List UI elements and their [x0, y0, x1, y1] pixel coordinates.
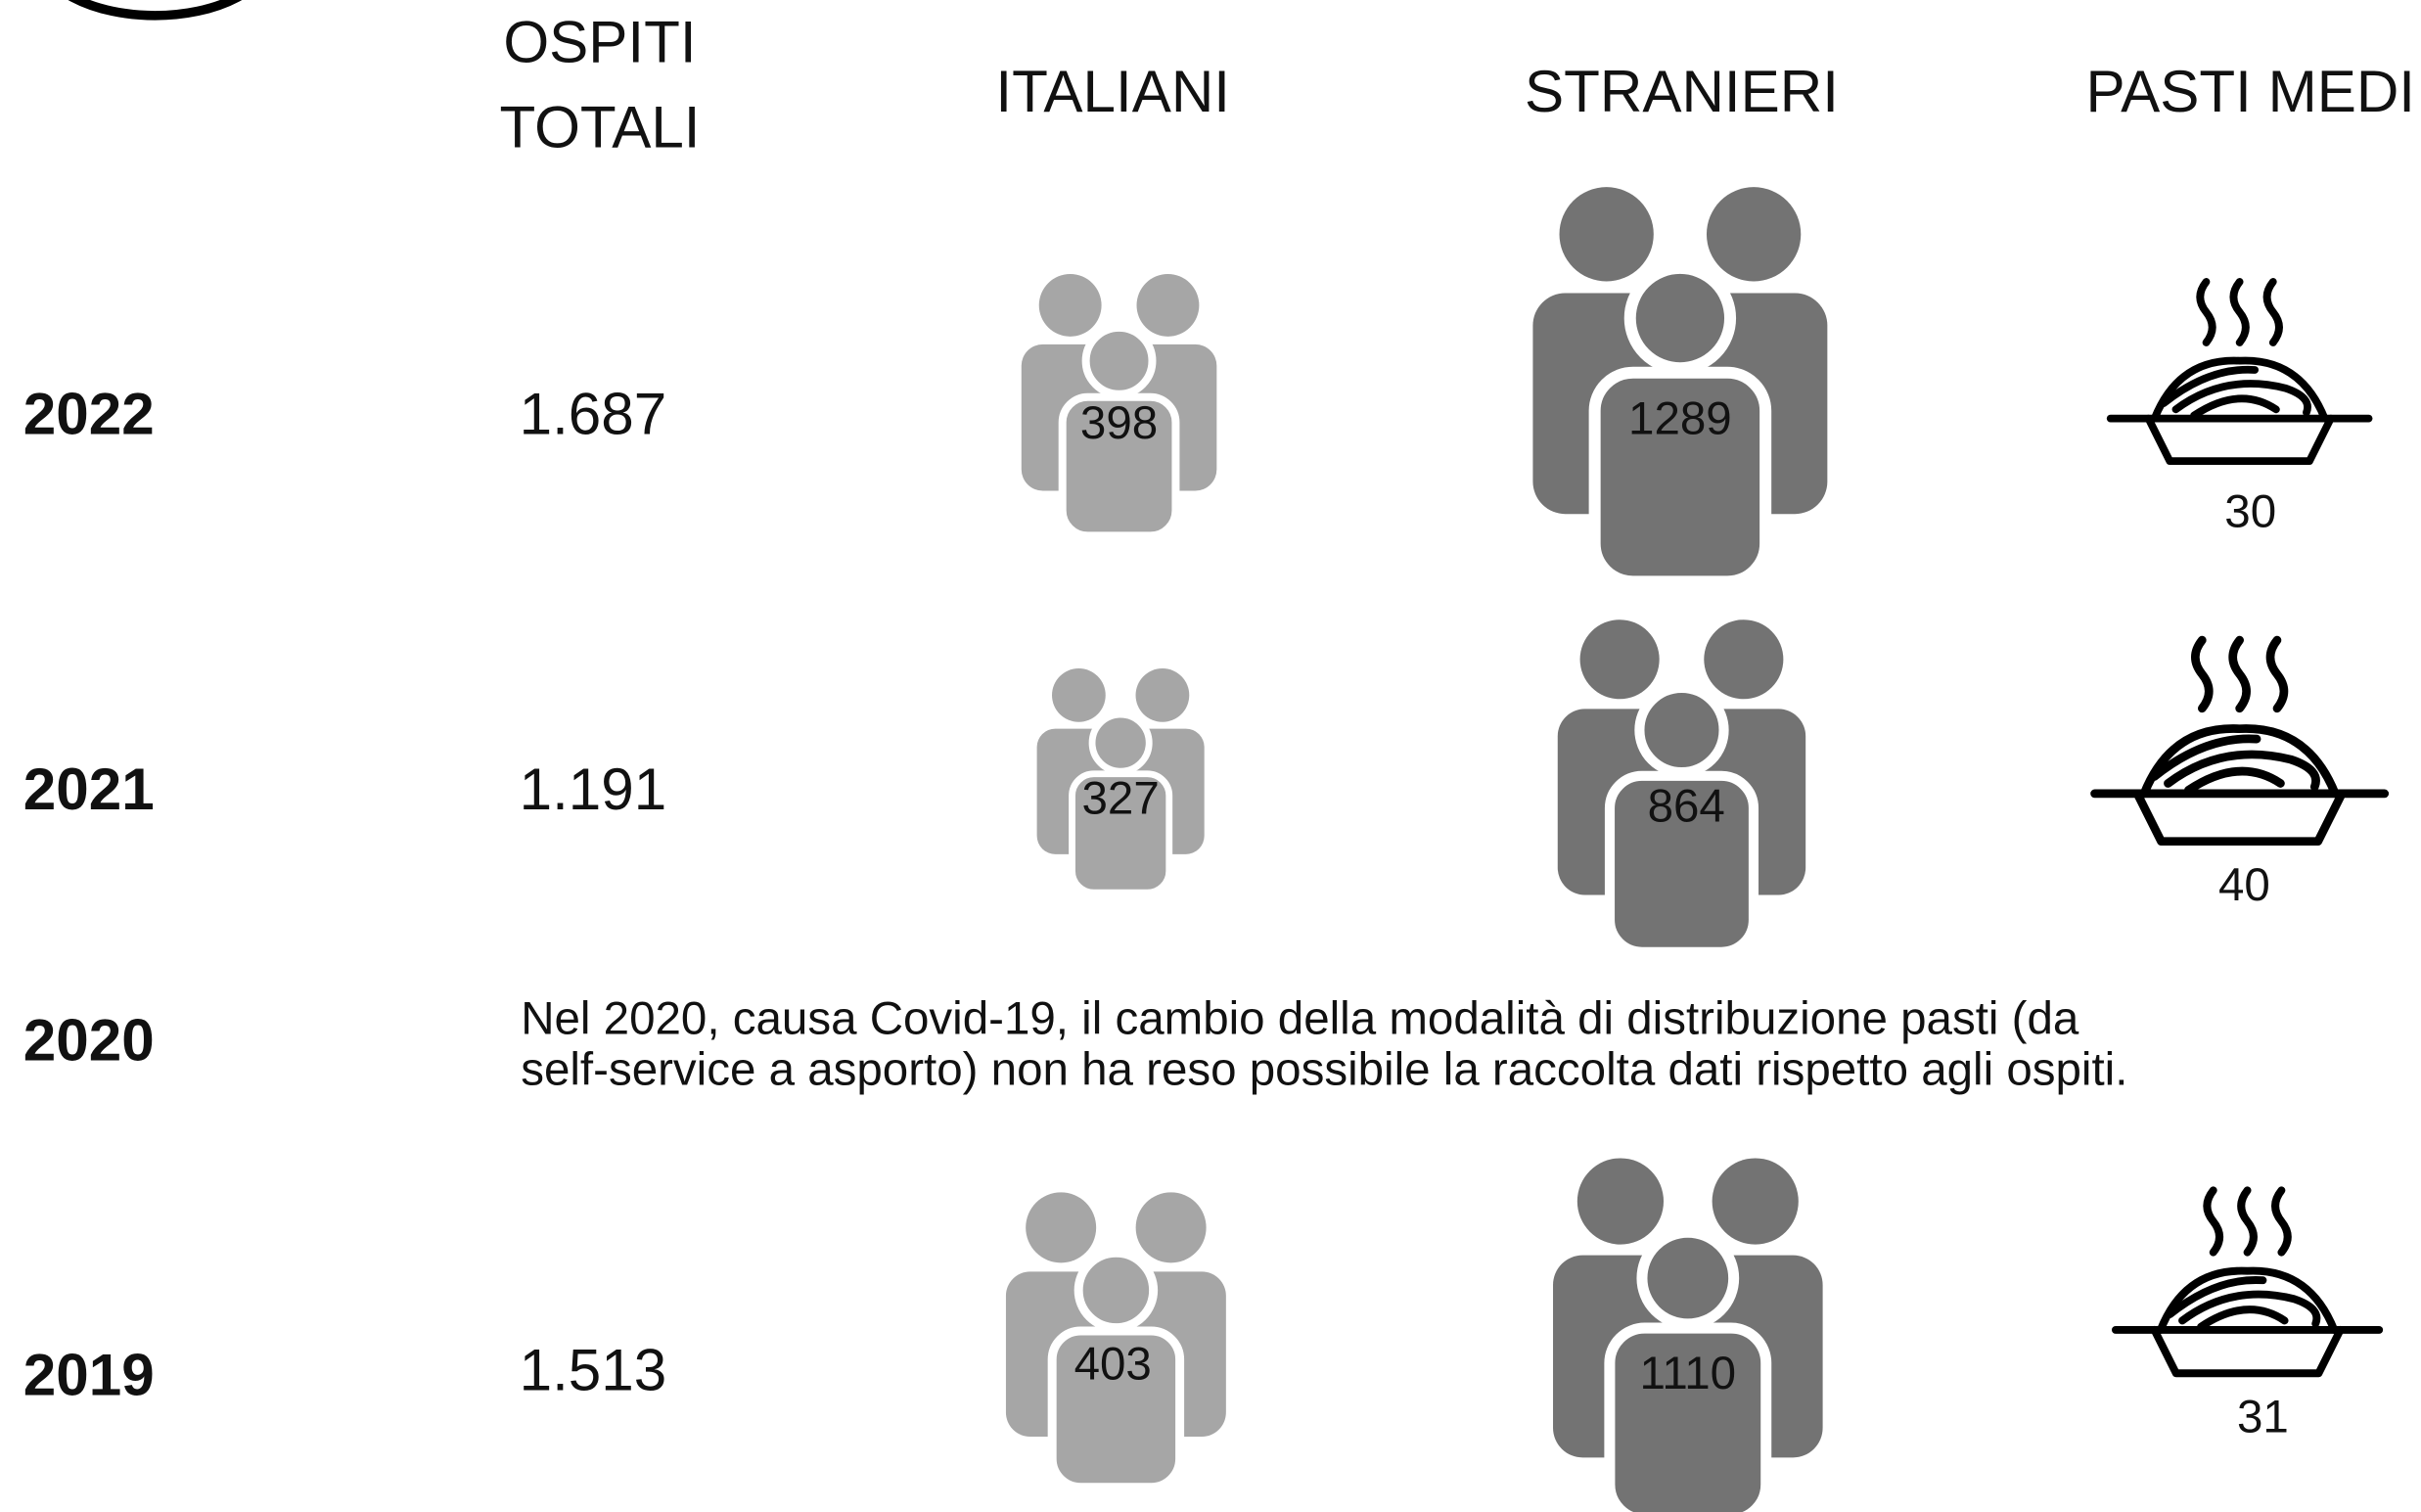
header: PASTI MEDI — [2085, 59, 2415, 124]
year: 2019 — [23, 1342, 155, 1407]
pasti-value: 30 — [2224, 485, 2276, 537]
total: 1.687 — [520, 382, 667, 447]
italiani-value: 398 — [1080, 397, 1158, 449]
people-icon — [1532, 187, 1827, 581]
stranieri-value: 1289 — [1628, 392, 1732, 444]
people-icon — [1553, 1158, 1823, 1512]
dish-icon — [2111, 282, 2369, 461]
header: ITALIANI — [995, 59, 1230, 124]
header: TOTALI — [499, 95, 700, 160]
dish-icon — [2116, 1190, 2379, 1373]
total: 1.191 — [520, 756, 667, 822]
total: 1.513 — [520, 1338, 667, 1403]
stranieri-value: 1110 — [1639, 1348, 1736, 1399]
stranieri-value: 864 — [1648, 780, 1725, 832]
year: 2020 — [23, 1007, 155, 1073]
italiani-value: 327 — [1082, 772, 1160, 824]
dish-icon — [2095, 640, 2385, 842]
pasti-value: 31 — [2237, 1391, 2289, 1443]
year: 2021 — [23, 756, 155, 822]
note: self-service a asporto) non ha reso poss… — [521, 1044, 2127, 1096]
header: STRANIERI — [1525, 59, 1839, 124]
pasti-value: 40 — [2218, 859, 2270, 911]
logo-arc — [68, 0, 243, 21]
italiani-value: 403 — [1074, 1338, 1152, 1390]
header: OSPITI — [503, 9, 696, 74]
note: Nel 2020, causa Covid-19, il cambio dell… — [521, 992, 2079, 1044]
year: 2022 — [23, 382, 155, 447]
